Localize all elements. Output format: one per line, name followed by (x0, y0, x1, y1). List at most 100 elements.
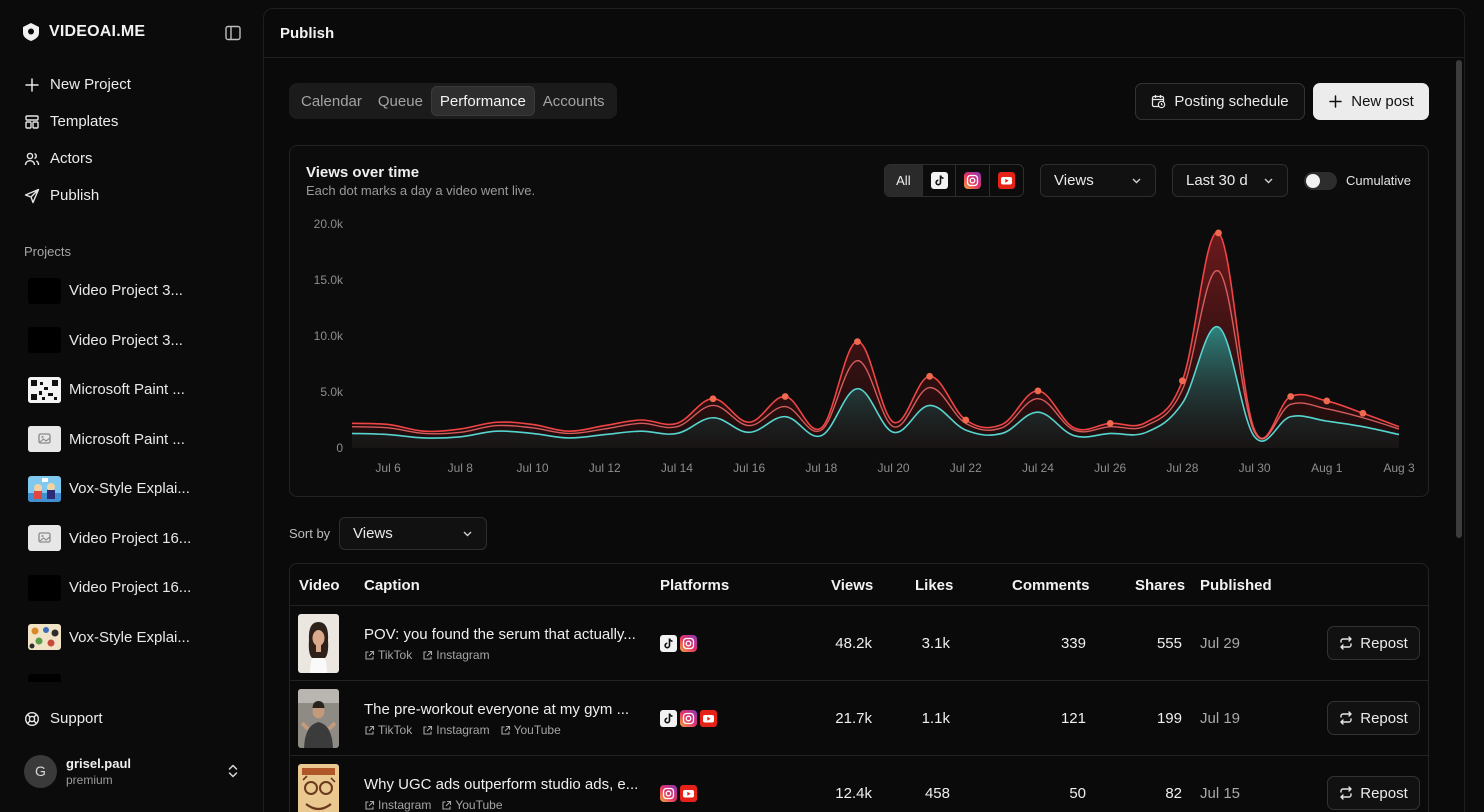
project-label: Video Project 3... (69, 331, 183, 349)
col-shares[interactable]: Shares (1135, 577, 1186, 594)
project-item[interactable]: Video Project 3... (20, 316, 252, 366)
filter-youtube-button[interactable] (989, 165, 1023, 196)
link-youtube[interactable]: YouTube (441, 798, 503, 812)
project-thumbnail (28, 525, 61, 552)
tiktok-icon (660, 710, 677, 727)
filter-instagram-button[interactable] (955, 165, 989, 196)
col-caption[interactable]: Caption (364, 577, 420, 594)
filter-tiktok-button[interactable] (921, 165, 956, 196)
project-label: Video Project 3... (69, 282, 183, 300)
project-thumbnail (28, 475, 61, 502)
table-row[interactable]: The pre-workout everyone at my gym ... T… (290, 681, 1428, 756)
project-thumbnail (28, 327, 61, 354)
tiktok-icon (930, 172, 948, 189)
nav-label: Actors (50, 150, 93, 167)
link-instagram[interactable]: Instagram (422, 648, 490, 662)
brand[interactable]: VIDEOAI.ME (22, 22, 145, 42)
cumulative-label: Cumulative (1346, 173, 1412, 188)
project-item[interactable] (20, 662, 252, 682)
col-published[interactable]: Published (1200, 577, 1272, 594)
external-link-icon (501, 725, 510, 735)
tab-accounts[interactable]: Accounts (542, 92, 605, 110)
sort-select[interactable]: Views (339, 517, 487, 550)
scrollbar[interactable] (1456, 60, 1462, 538)
project-label: Video Project 16... (69, 529, 192, 547)
x-tick-label: Aug 1 (1311, 461, 1343, 475)
project-item[interactable]: Video Project 3... (20, 266, 252, 316)
chevron-down-icon (463, 531, 472, 537)
nav-templates[interactable]: Templates (16, 103, 248, 140)
link-instagram[interactable]: Instagram (364, 798, 431, 812)
tab-queue[interactable]: Queue (377, 92, 423, 110)
project-thumbnail (28, 277, 61, 304)
posting-schedule-button[interactable]: Posting schedule (1135, 83, 1305, 120)
video-thumbnail[interactable] (298, 764, 339, 812)
series-line-teal (351, 326, 1400, 442)
project-item[interactable]: Vox-Style Explai... (20, 613, 252, 663)
filter-all-button[interactable]: All (885, 165, 922, 196)
new-post-button[interactable]: New post (1313, 83, 1429, 120)
user-menu[interactable]: G grisel.paul premium (20, 748, 248, 794)
launch-dot (781, 393, 789, 400)
comments-value: 50 (1069, 785, 1086, 802)
calendar-clock-icon (1152, 95, 1166, 109)
link-youtube[interactable]: YouTube (500, 723, 561, 737)
youtube-icon (998, 172, 1016, 189)
video-thumbnail[interactable] (298, 614, 339, 673)
metric-select[interactable]: Views (1040, 164, 1156, 197)
x-tick-label: Jul 30 (1239, 461, 1271, 475)
tab-calendar[interactable]: Calendar (301, 92, 362, 110)
views-chart: 0 5.0k 10.0k 15.0k 20.0k Jul 6 Jul 8 Jul 10 Jul … (314, 217, 1415, 475)
launch-dot (1215, 229, 1222, 237)
col-comments[interactable]: Comments (1012, 577, 1090, 594)
plus-icon (25, 77, 39, 92)
y-tick-label: 20.0k (314, 217, 344, 231)
user-plan: premium (66, 772, 113, 787)
col-likes[interactable]: Likes (915, 577, 954, 594)
nav-new-project[interactable]: New Project (16, 66, 248, 103)
link-instagram[interactable]: Instagram (422, 723, 490, 737)
table-header: Video Caption Platforms Views Likes Comm… (290, 564, 1428, 606)
link-tiktok[interactable]: TikTok (364, 648, 412, 662)
project-item[interactable]: Microsoft Paint ... (20, 365, 252, 415)
chevron-up-down-icon (228, 764, 238, 778)
repost-button[interactable]: Repost (1327, 701, 1420, 735)
sidebar: VIDEOAI.ME New Project Templates Actors … (0, 0, 264, 812)
project-item[interactable]: Microsoft Paint ... (20, 415, 252, 465)
repost-button[interactable]: Repost (1327, 776, 1420, 810)
col-platforms[interactable]: Platforms (660, 577, 730, 594)
x-tick-label: Jul 18 (805, 461, 837, 475)
cumulative-toggle[interactable] (1304, 172, 1337, 190)
youtube-icon (680, 785, 697, 802)
project-item[interactable]: Video Project 16... (20, 514, 252, 564)
col-video[interactable]: Video (299, 577, 340, 594)
video-thumbnail[interactable] (298, 689, 339, 748)
link-tiktok[interactable]: TikTok (364, 723, 412, 737)
nav-publish[interactable]: Publish (16, 177, 248, 214)
published-date: Jul 19 (1200, 710, 1241, 727)
range-select[interactable]: Last 30 d (1172, 164, 1288, 197)
launch-dot (854, 338, 861, 345)
views-value: 12.4k (835, 785, 872, 802)
project-list: Video Project 3... Video Project 3... Mi… (20, 266, 252, 682)
project-item[interactable]: Video Project 16... (20, 563, 252, 613)
avatar: G (24, 754, 57, 788)
x-tick-label: Aug 3 (1383, 461, 1415, 475)
repost-button[interactable]: Repost (1327, 626, 1420, 660)
users-icon (24, 152, 40, 165)
external-link-icon (365, 725, 375, 735)
sidebar-toggle-icon[interactable] (224, 24, 242, 42)
col-views[interactable]: Views (831, 577, 874, 594)
nav-actors[interactable]: Actors (16, 140, 248, 177)
platform-icons (660, 785, 697, 802)
table-row[interactable]: Why UGC ads outperform studio ads, e... … (290, 756, 1428, 812)
tab-performance[interactable]: Performance (430, 86, 535, 116)
y-tick-label: 10.0k (314, 329, 344, 343)
project-item[interactable]: Vox-Style Explai... (20, 464, 252, 514)
metric-value: Views (1054, 172, 1094, 189)
link-label: TikTok (378, 723, 413, 737)
support-link[interactable]: Support (16, 700, 248, 737)
table-row[interactable]: POV: you found the serum that actually..… (290, 606, 1428, 681)
launch-dot (962, 416, 970, 424)
instagram-icon (964, 172, 982, 189)
